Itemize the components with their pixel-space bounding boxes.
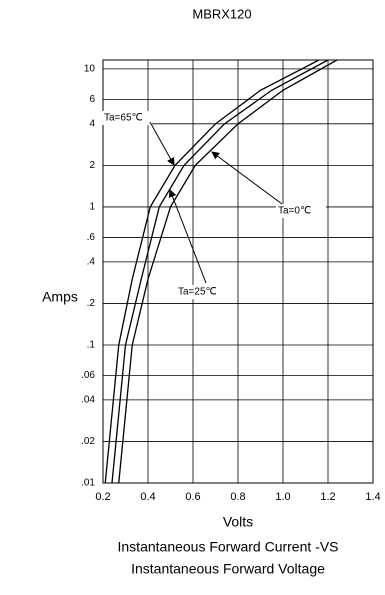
x-tick-label: 0.2 bbox=[95, 491, 110, 503]
annotation: Ta=65℃ bbox=[104, 113, 143, 124]
chart-title: MBRX120 bbox=[192, 6, 251, 21]
caption: Instantaneous Forward Current -VS bbox=[118, 539, 339, 555]
y-axis-label: Amps bbox=[42, 289, 78, 305]
x-tick-label: 0.4 bbox=[140, 491, 155, 503]
x-tick-label: 0.6 bbox=[185, 491, 200, 503]
y-tick-label: 6 bbox=[89, 94, 95, 105]
annotation: Ta=25℃ bbox=[178, 287, 217, 298]
y-tick-label: 10 bbox=[84, 64, 96, 75]
x-tick-label: 1.0 bbox=[275, 491, 290, 503]
y-tick-label: .2 bbox=[87, 298, 96, 309]
curve bbox=[104, 59, 320, 484]
annotation-arrow bbox=[149, 121, 175, 166]
caption: Instantaneous Forward Voltage bbox=[131, 561, 325, 577]
y-tick-label: .4 bbox=[87, 257, 96, 268]
curve bbox=[111, 59, 329, 484]
y-tick-label: .02 bbox=[81, 436, 95, 447]
y-tick-label: .01 bbox=[81, 478, 95, 489]
annotation-box bbox=[276, 204, 326, 218]
x-tick-label: 1.4 bbox=[365, 491, 380, 503]
annotation-arrow bbox=[211, 151, 283, 205]
annotation-box bbox=[102, 111, 152, 125]
y-tick-label: .1 bbox=[87, 340, 96, 351]
x-tick-label: 0.8 bbox=[230, 491, 245, 503]
curve bbox=[118, 59, 338, 484]
y-tick-label: .6 bbox=[87, 232, 96, 243]
y-tick-label: .04 bbox=[81, 395, 95, 406]
annotation-arrow bbox=[168, 189, 207, 284]
annotation: Ta=0℃ bbox=[278, 206, 311, 217]
x-tick-label: 1.2 bbox=[320, 491, 335, 503]
y-tick-label: .06 bbox=[81, 370, 95, 381]
y-tick-label: 1 bbox=[89, 202, 95, 213]
y-tick-label: 2 bbox=[89, 160, 95, 171]
annotation-box bbox=[176, 285, 226, 299]
x-axis-label: Volts bbox=[223, 514, 253, 530]
y-tick-label: 4 bbox=[89, 118, 95, 129]
